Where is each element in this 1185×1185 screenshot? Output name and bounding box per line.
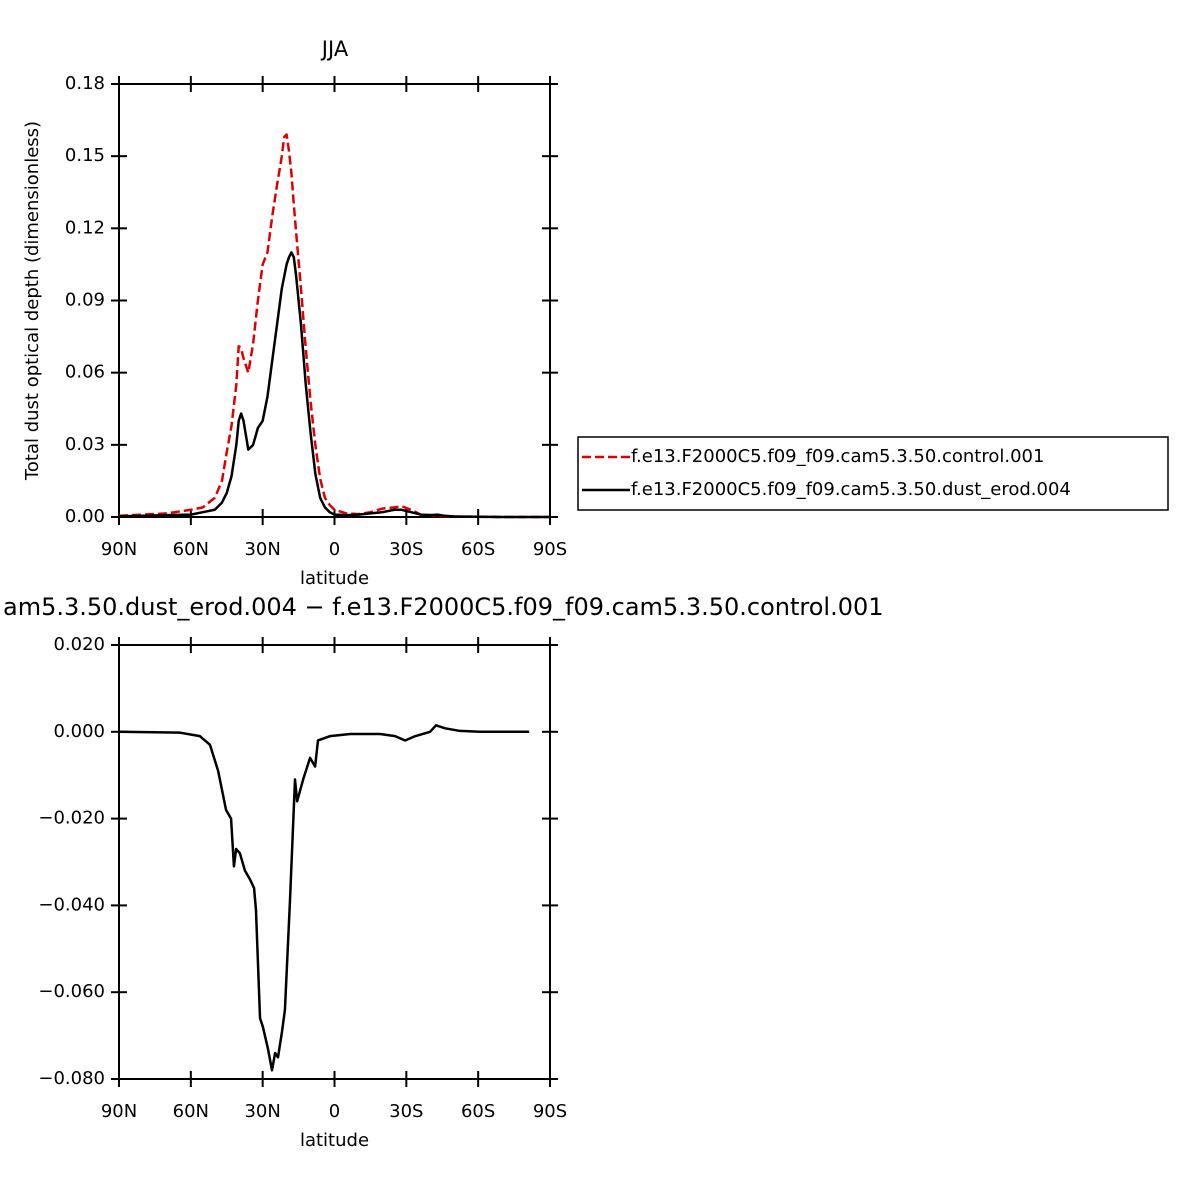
- legend-box: [577, 436, 1169, 511]
- y-tick-label: 0.15: [65, 145, 105, 166]
- y-tick-label: 0.06: [65, 362, 105, 383]
- legend-label: f.e13.F2000C5.f09_f09.cam5.3.50.control.…: [631, 446, 1044, 467]
- y-tick-label: −0.080: [38, 1068, 105, 1089]
- x-tick-label: 60N: [173, 1101, 209, 1122]
- y-tick-label: 0.00: [65, 506, 105, 527]
- x-tick-label: 60S: [461, 1101, 495, 1122]
- y-tick-label: 0.12: [65, 217, 105, 238]
- x-tick-label: 90N: [101, 539, 137, 560]
- y-tick-label: 0.09: [65, 290, 105, 311]
- x-axis-label: latitude: [300, 1130, 369, 1151]
- x-tick-label: 90N: [101, 1101, 137, 1122]
- y-tick-label: 0.020: [53, 634, 105, 655]
- x-axis-label: latitude: [300, 568, 369, 589]
- y-tick-label: −0.060: [38, 981, 105, 1002]
- data-line: [118, 251, 550, 519]
- x-tick-label: 60S: [461, 539, 495, 560]
- data-line: [118, 724, 530, 1072]
- y-tick-label: 0.03: [65, 434, 105, 455]
- legend-label: f.e13.F2000C5.f09_f09.cam5.3.50.dust_ero…: [631, 479, 1071, 500]
- x-tick-label: 0: [329, 539, 340, 560]
- x-tick-label: 0: [329, 1101, 340, 1122]
- y-axis-label: Total dust optical depth (dimensionless): [22, 121, 43, 481]
- x-tick-label: 30S: [389, 1101, 423, 1122]
- x-tick-label: 30N: [244, 1101, 280, 1122]
- x-tick-label: 30S: [389, 539, 423, 560]
- x-tick-label: 90S: [533, 1101, 567, 1122]
- x-tick-label: 90S: [533, 539, 567, 560]
- y-tick-label: −0.020: [38, 808, 105, 829]
- chart-title: JJA: [320, 37, 349, 61]
- y-tick-label: 0.000: [53, 721, 105, 742]
- y-tick-label: 0.18: [65, 73, 105, 94]
- y-tick-label: −0.040: [38, 894, 105, 915]
- x-tick-label: 30N: [244, 539, 280, 560]
- chart-title: am5.3.50.dust_erod.004 − f.e13.F2000C5.f…: [3, 593, 884, 621]
- x-tick-label: 60N: [173, 539, 209, 560]
